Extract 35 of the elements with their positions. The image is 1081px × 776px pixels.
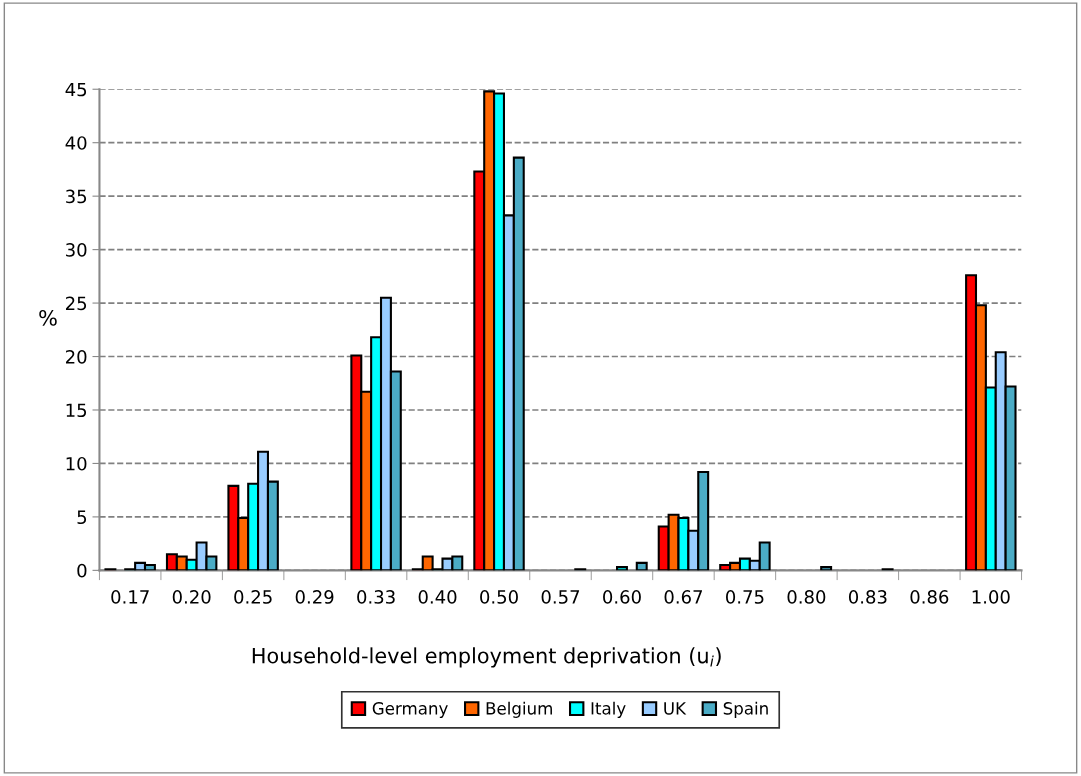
y-axis-title: % bbox=[39, 310, 57, 326]
x-tick-label: 0.75 bbox=[726, 590, 764, 604]
x-tick-label: 0.50 bbox=[480, 590, 518, 604]
x-tick-label: 0.83 bbox=[848, 590, 887, 604]
x-tick-label: 0.40 bbox=[418, 590, 457, 604]
x-tick-label: 0.60 bbox=[603, 590, 641, 604]
bar bbox=[635, 561, 648, 571]
y-tick-label: 40 bbox=[65, 136, 87, 150]
y-tick-label: 5 bbox=[77, 510, 87, 525]
bar bbox=[820, 566, 833, 571]
x-tick-label: 0.29 bbox=[295, 590, 334, 604]
legend-label: Spain bbox=[723, 701, 768, 718]
x-tick-label: 0.80 bbox=[787, 590, 826, 604]
x-tick-label: 0.17 bbox=[111, 590, 149, 604]
x-tick-label: 0.86 bbox=[910, 590, 949, 604]
y-tick-label: 15 bbox=[66, 403, 87, 418]
x-tick-label: 0.57 bbox=[541, 590, 580, 604]
y-tick-label: 30 bbox=[66, 243, 87, 257]
x-axis-title: Household-level employment deprivation (u$_{i}$) bbox=[252, 647, 721, 668]
legend-label: Germany bbox=[372, 702, 448, 718]
x-tick-label: 0.20 bbox=[172, 590, 211, 604]
y-tick-label: 0 bbox=[77, 563, 87, 578]
x-tick-label: 0.33 bbox=[357, 590, 395, 604]
y-tick-label: 35 bbox=[66, 189, 87, 204]
y-tick-label: 20 bbox=[65, 349, 87, 364]
x-tick-label: 0.25 bbox=[234, 590, 272, 604]
y-tick-label: 45 bbox=[65, 82, 87, 97]
legend-label: Italy bbox=[591, 701, 626, 718]
legend-label: Belgium bbox=[486, 701, 552, 718]
legend-label: UK bbox=[664, 702, 687, 715]
x-tick-label: 0.67 bbox=[664, 590, 702, 604]
y-tick-label: 10 bbox=[66, 456, 87, 471]
y-tick-label: 25 bbox=[65, 296, 87, 311]
x-tick-label: 1.00 bbox=[972, 590, 1010, 604]
bar bbox=[615, 566, 628, 571]
